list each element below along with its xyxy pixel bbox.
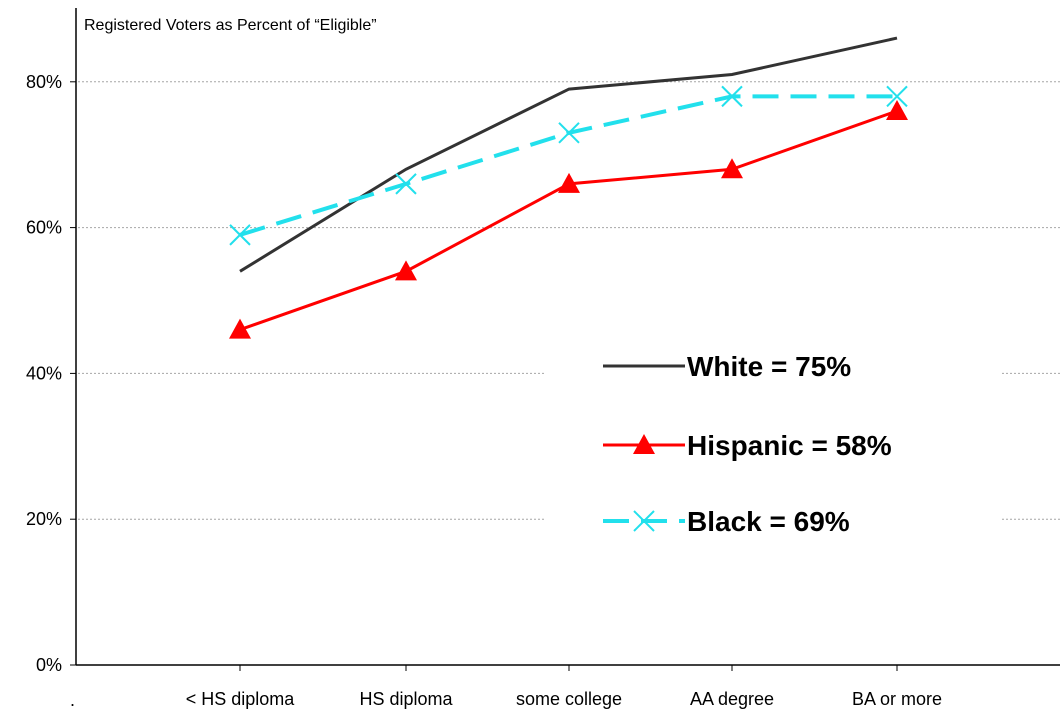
- series-line: [239, 36, 898, 273]
- legend-entry: Black = 69%: [603, 506, 850, 537]
- x-tick-label: BA or more: [852, 689, 942, 709]
- series-line: [239, 109, 898, 332]
- legend-entry: White = 75%: [603, 351, 851, 382]
- chart-title: Registered Voters as Percent of “Eligibl…: [84, 17, 377, 34]
- legend-label: Hispanic = 58%: [687, 430, 892, 461]
- legend-entry: Hispanic = 58%: [603, 430, 892, 461]
- data-point-marker: [633, 434, 655, 454]
- data-point-marker: [229, 224, 251, 246]
- y-tick-label: 20%: [26, 509, 62, 529]
- y-tick-label: 40%: [26, 363, 62, 383]
- x-tick-label: AA degree: [690, 689, 774, 709]
- x-tick-label: HS diploma: [359, 689, 453, 709]
- data-point-marker: [721, 85, 743, 108]
- data-point-marker: [229, 318, 251, 339]
- x-tick-label: < HS diploma: [186, 689, 296, 709]
- marker-stroke: [886, 85, 908, 108]
- data-point-marker: [633, 510, 655, 532]
- x-axis-stray-dot: .: [70, 690, 75, 710]
- series-2: [229, 85, 908, 246]
- marker-stroke: [229, 224, 251, 246]
- x-axis-ticks: < HS diploma HS diploma some college AA deg…: [186, 665, 942, 709]
- y-tick-label: 60%: [26, 218, 62, 238]
- data-point-marker: [558, 122, 580, 144]
- series-0: [239, 36, 898, 273]
- legend-label: Black = 69%: [687, 506, 850, 537]
- marker-stroke: [558, 122, 580, 144]
- series-group: [229, 36, 908, 339]
- series-1: [229, 99, 908, 339]
- series-line: [239, 94, 897, 237]
- marker-stroke: [395, 173, 417, 195]
- y-tick-label: 0%: [36, 655, 62, 675]
- data-point-marker: [721, 158, 743, 179]
- marker-stroke: [721, 85, 743, 108]
- data-point-marker: [558, 172, 580, 193]
- data-point-marker: [395, 260, 417, 281]
- x-tick-label: some college: [516, 689, 622, 709]
- legend: White = 75% Hispanic = 58% Black = 69%: [545, 320, 1000, 560]
- data-point-marker: [886, 85, 908, 108]
- data-point-marker: [886, 99, 908, 120]
- y-axis-ticks: 0% 20% 40% 60% 80%: [26, 72, 76, 675]
- marker-stroke: [633, 510, 655, 532]
- data-point-marker: [395, 173, 417, 195]
- legend-label: White = 75%: [687, 351, 851, 382]
- y-tick-label: 80%: [26, 72, 62, 92]
